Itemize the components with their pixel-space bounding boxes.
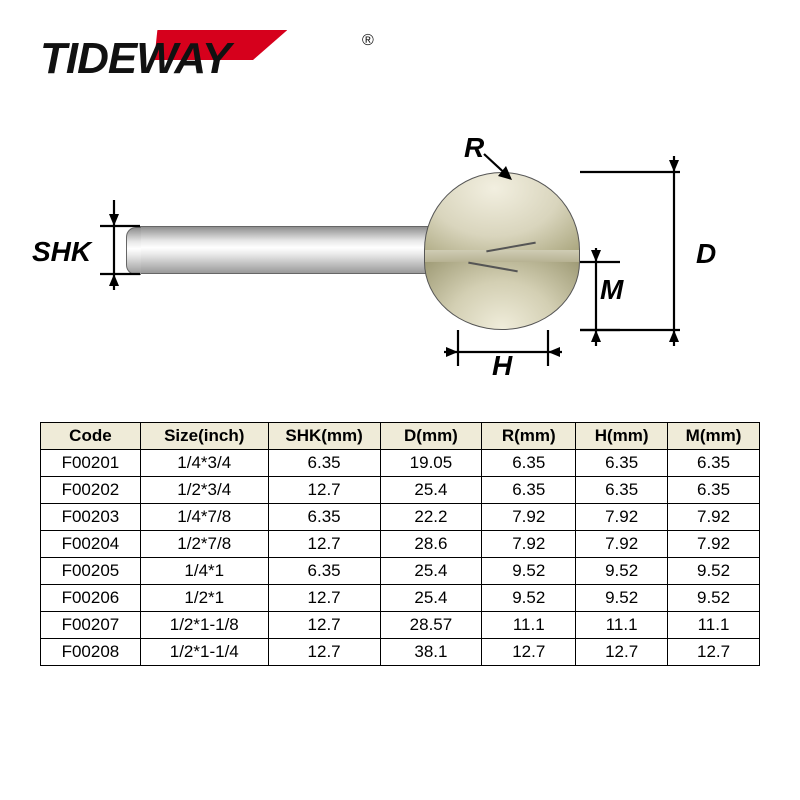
spec-table: Code Size(inch) SHK(mm) D(mm) R(mm) H(mm… [40, 422, 760, 666]
table-cell: 7.92 [482, 531, 576, 558]
table-cell: 1/4*7/8 [140, 504, 268, 531]
table-cell: 1/2*3/4 [140, 477, 268, 504]
table-cell: 11.1 [668, 612, 760, 639]
page: TIDEWAY ® SHK R D H M [20, 20, 780, 780]
logo-text: TIDEWAY [40, 34, 230, 84]
table-cell: 7.92 [482, 504, 576, 531]
table-cell: 12.7 [268, 639, 380, 666]
table-cell: 6.35 [482, 477, 576, 504]
table-cell: 7.92 [576, 531, 668, 558]
label-h: H [492, 350, 512, 382]
table-row: F002061/2*112.725.49.529.529.52 [41, 585, 760, 612]
cutter-head-shape [424, 172, 580, 332]
table-cell: 12.7 [482, 639, 576, 666]
table-cell: 9.52 [668, 585, 760, 612]
table-cell: 1/2*1-1/4 [140, 639, 268, 666]
table-cell: 7.92 [576, 504, 668, 531]
table-cell: 25.4 [380, 558, 482, 585]
table-cell: 12.7 [668, 639, 760, 666]
col-header-m: M(mm) [668, 423, 760, 450]
table-cell: F00205 [41, 558, 141, 585]
brand-logo: TIDEWAY ® [40, 30, 390, 90]
table-cell: 6.35 [576, 477, 668, 504]
table-cell: 1/4*3/4 [140, 450, 268, 477]
col-header-d: D(mm) [380, 423, 482, 450]
table-row: F002051/4*16.3525.49.529.529.52 [41, 558, 760, 585]
table-row: F002071/2*1-1/812.728.5711.111.111.1 [41, 612, 760, 639]
table-cell: 9.52 [576, 558, 668, 585]
col-header-h: H(mm) [576, 423, 668, 450]
table-cell: 19.05 [380, 450, 482, 477]
table-cell: 22.2 [380, 504, 482, 531]
table-row: F002041/2*7/812.728.67.927.927.92 [41, 531, 760, 558]
table-cell: 28.6 [380, 531, 482, 558]
table-cell: 7.92 [668, 504, 760, 531]
table-cell: 6.35 [268, 558, 380, 585]
table-cell: 6.35 [482, 450, 576, 477]
table-cell: 11.1 [482, 612, 576, 639]
table-cell: 6.35 [668, 450, 760, 477]
col-header-size: Size(inch) [140, 423, 268, 450]
label-shk: SHK [32, 236, 91, 268]
table-cell: 12.7 [268, 477, 380, 504]
table-cell: 9.52 [668, 558, 760, 585]
table-cell: 38.1 [380, 639, 482, 666]
table-cell: 6.35 [268, 450, 380, 477]
table-cell: 12.7 [268, 531, 380, 558]
table-cell: 11.1 [576, 612, 668, 639]
table-cell: 9.52 [482, 558, 576, 585]
registered-icon: ® [362, 32, 374, 50]
table-cell: 1/2*7/8 [140, 531, 268, 558]
table-cell: F00203 [41, 504, 141, 531]
table-cell: 9.52 [576, 585, 668, 612]
label-m: M [600, 274, 623, 306]
table-row: F002031/4*7/86.3522.27.927.927.92 [41, 504, 760, 531]
table-cell: F00202 [41, 477, 141, 504]
table-row: F002011/4*3/46.3519.056.356.356.35 [41, 450, 760, 477]
table-row: F002021/2*3/412.725.46.356.356.35 [41, 477, 760, 504]
table-cell: F00208 [41, 639, 141, 666]
table-cell: 1/4*1 [140, 558, 268, 585]
table-cell: 6.35 [576, 450, 668, 477]
table-cell: 25.4 [380, 585, 482, 612]
table-cell: 1/2*1-1/8 [140, 612, 268, 639]
table-cell: F00206 [41, 585, 141, 612]
table-cell: 6.35 [268, 504, 380, 531]
label-r: R [464, 132, 484, 164]
table-cell: 12.7 [268, 612, 380, 639]
table-row: F002081/2*1-1/412.738.112.712.712.7 [41, 639, 760, 666]
table-cell: 12.7 [268, 585, 380, 612]
table-header: Code Size(inch) SHK(mm) D(mm) R(mm) H(mm… [41, 423, 760, 450]
table-cell: 28.57 [380, 612, 482, 639]
col-header-r: R(mm) [482, 423, 576, 450]
table-cell: F00201 [41, 450, 141, 477]
table-cell: 25.4 [380, 477, 482, 504]
col-header-code: Code [41, 423, 141, 450]
table-cell: 9.52 [482, 585, 576, 612]
table-cell: 12.7 [576, 639, 668, 666]
table-cell: 1/2*1 [140, 585, 268, 612]
table-cell: F00207 [41, 612, 141, 639]
shank-shape [140, 226, 440, 274]
table-cell: 7.92 [668, 531, 760, 558]
table-body: F002011/4*3/46.3519.056.356.356.35F00202… [41, 450, 760, 666]
col-header-shk: SHK(mm) [268, 423, 380, 450]
tool-diagram: SHK R D H M [60, 140, 750, 380]
label-d: D [696, 238, 716, 270]
table-cell: F00204 [41, 531, 141, 558]
table-cell: 6.35 [668, 477, 760, 504]
